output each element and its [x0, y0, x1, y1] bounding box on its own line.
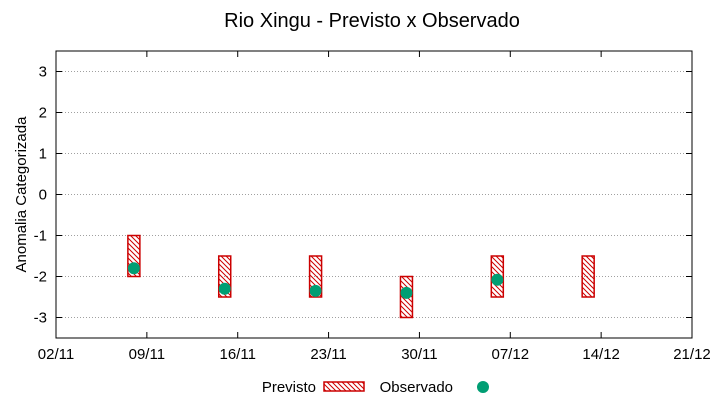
legend-swatch-observado: [477, 381, 489, 393]
x-axis-ticks: 02/11 09/11 16/11 23/11 30/11 07/12 14/12 21/12: [38, 51, 711, 363]
legend-label-observado: Observado: [380, 379, 453, 396]
y-tick-label: 2: [39, 105, 47, 122]
observado-point: [309, 284, 322, 297]
x-tick-label: 21/12: [673, 346, 711, 363]
legend-label-previsto: Previsto: [262, 379, 316, 396]
legend-swatch-previsto: [323, 381, 365, 392]
legend: Previsto Observado: [262, 379, 489, 396]
observado-point: [400, 286, 413, 299]
x-tick-label: 23/11: [310, 346, 346, 363]
y-tick-label: 3: [39, 64, 47, 81]
y-tick-label: 0: [39, 187, 47, 204]
y-tick-label: -1: [34, 228, 47, 245]
y-axis-ticks: 3 2 1 0 -1 -2 -3: [34, 64, 692, 327]
y-tick-label: 1: [39, 146, 47, 163]
x-tick-label: 09/11: [129, 346, 165, 363]
x-tick-label: 07/12: [492, 346, 530, 363]
y-tick-label: -3: [34, 310, 47, 327]
observado-point: [127, 262, 140, 275]
observado-point: [218, 282, 231, 295]
y-axis-label: Anomalia Categorizada: [13, 116, 30, 273]
x-tick-label: 14/12: [582, 346, 620, 363]
x-tick-label: 30/11: [401, 346, 437, 363]
observado-series: [127, 262, 504, 299]
grid: [56, 71, 692, 318]
observado-point: [491, 273, 504, 286]
chart-title: Rio Xingu - Previsto x Observado: [224, 10, 520, 32]
y-tick-label: -2: [34, 269, 47, 286]
previsto-box: [581, 255, 595, 298]
x-tick-label: 16/11: [219, 346, 255, 363]
x-tick-label: 02/11: [38, 346, 74, 363]
